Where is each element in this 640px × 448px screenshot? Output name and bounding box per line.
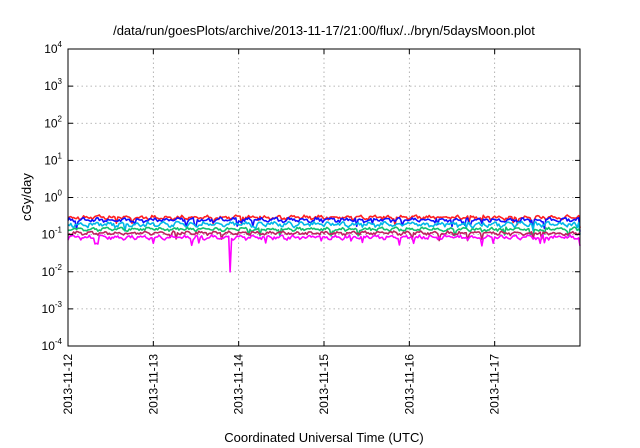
y-tick-label: 100 [44,189,62,205]
series-line [67,226,581,238]
series-line [67,220,581,235]
y-tick-labels: 104 103 102 101 100 10-1 10-2 10-3 10-4 [42,40,63,353]
series-line [67,214,581,229]
y-tick-label: 103 [44,77,62,93]
series-line [67,234,581,273]
y-tick-label: 101 [44,151,62,167]
x-tick-label: 2013-11-16 [402,354,416,415]
y-tick-label: 10-4 [42,337,63,353]
x-tick-label: 2013-11-17 [488,354,502,415]
x-tick-labels: 2013-11-12 2013-11-13 2013-11-14 2013-11-15… [61,354,502,415]
y-tick-label: 104 [44,40,62,56]
x-tick-label: 2013-11-14 [232,354,246,415]
y-tick-label: 10-2 [42,263,63,279]
series-line [67,230,581,242]
y-axis-label: cGy/day [19,173,34,221]
chart-title: /data/run/goesPlots/archive/2013-11-17/2… [113,23,535,38]
axis-ticks [67,48,580,347]
series-layer [67,214,581,273]
x-tick-label: 2013-11-13 [146,354,160,415]
y-tick-label: 10-1 [42,226,63,242]
x-axis-label: Coordinated Universal Time (UTC) [224,430,423,445]
x-tick-label: 2013-11-15 [317,354,331,415]
y-tick-label: 10-3 [42,300,63,316]
y-tick-label: 102 [44,114,62,130]
grid [68,49,580,346]
x-tick-label: 2013-11-12 [61,354,75,415]
series-line [67,216,581,232]
